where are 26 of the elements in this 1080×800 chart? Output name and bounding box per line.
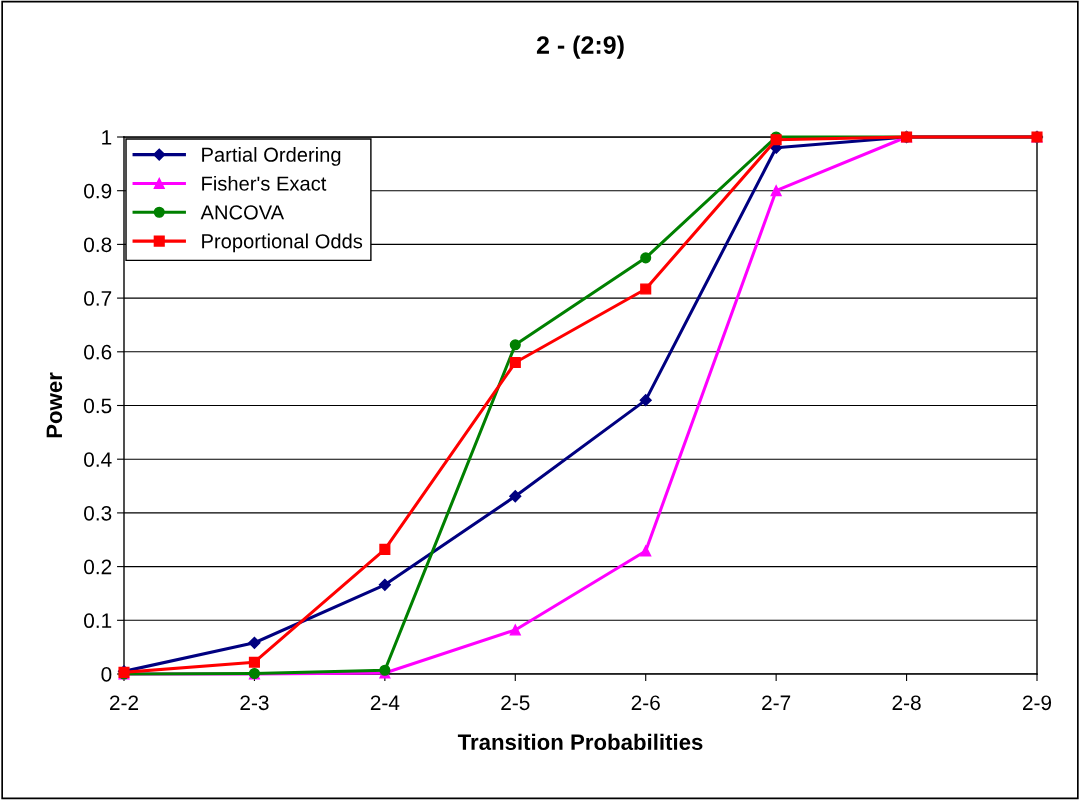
x-tick-label: 2-2 [109,695,139,710]
legend-label: Partial Ordering [202,147,341,166]
x-tick-label: 2-6 [631,695,660,711]
x-tick-label: 2-3 [240,695,269,711]
x-tick-label: 2-5 [501,695,530,711]
y-tick-label: 0.4 [84,452,112,467]
y-tick-label: 0 [101,667,112,682]
y-tick-label: 0.6 [84,344,112,360]
legend-label: Fisher's Exact [202,175,327,191]
y-tick-label: 1 [102,130,112,145]
x-tick-label: 2-8 [892,695,921,711]
y-axis-title: Power [46,372,63,438]
y-tick-label: 0.8 [84,237,112,253]
y-tick-label: 0.9 [84,183,112,199]
y-tick-label: 0.3 [84,505,112,521]
y-tick-label: 0.7 [84,291,112,306]
x-tick-label: 2-4 [370,695,400,710]
legend-label: Proportional Odds [202,233,363,253]
x-axis-title: Transition Probabilities [457,733,703,751]
x-tick-label: 2-7 [762,695,791,710]
legend-label: ANCOVA [200,205,285,220]
y-tick-label: 0.5 [84,398,112,414]
x-tick-label: 2-9 [1022,695,1052,711]
y-tick-label: 0.2 [84,559,112,575]
y-tick-label: 0.1 [84,613,112,629]
chart-title: 2 - (2:9) [536,35,624,59]
